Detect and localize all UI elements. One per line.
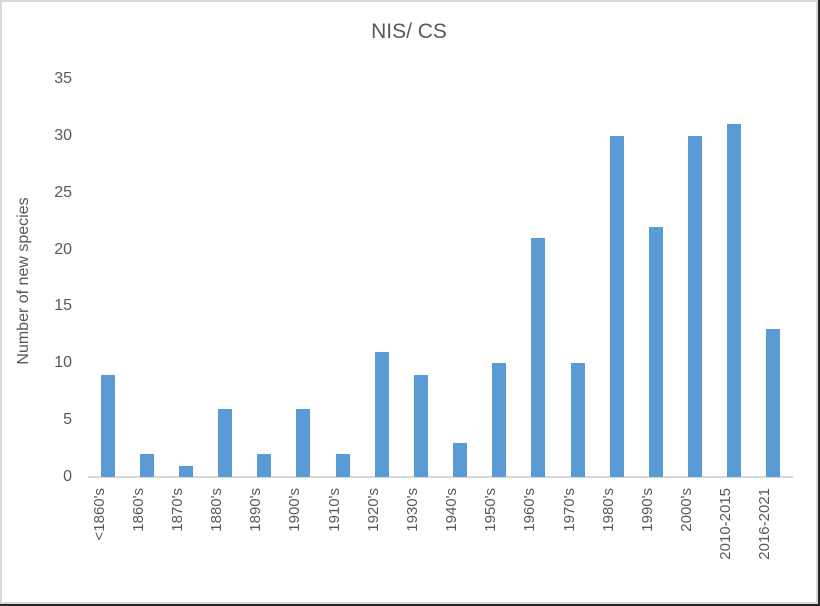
x-tick-label: 1950's [482,488,500,532]
x-tick-label: 1920's [364,488,382,532]
x-tick-label: 2000's [678,488,696,532]
bar [492,363,507,477]
y-tick-label: 5 [63,411,72,429]
y-tick-label: 35 [54,70,72,87]
y-tick-label: 25 [54,183,72,201]
bar [531,238,546,477]
bar [139,454,154,477]
x-tick-label: 1980's [599,488,617,532]
bar [727,124,742,477]
bar [218,408,233,477]
bar [178,465,193,477]
bar [648,226,663,477]
bar [335,454,350,477]
y-tick-label: 30 [54,126,72,144]
bar [413,374,428,477]
bar [453,442,468,477]
bar [570,363,585,477]
chart-title: NIS/ CS [371,20,447,43]
x-tick-label: 1880's [208,488,226,532]
x-tick-label: 1890's [247,488,265,532]
bar [296,408,311,477]
x-tick-label: 1900's [286,488,304,532]
x-tick-label: <1860's [90,488,108,541]
x-tick-label: 1870's [168,488,186,532]
x-tick-label: 1910's [325,488,343,532]
y-tick-label: 10 [54,354,72,372]
x-tick-label: 1960's [521,488,539,532]
bar [257,454,272,477]
y-tick-label: 20 [54,240,72,258]
x-tick-label: 1860's [129,488,147,532]
y-tick-label: 15 [54,297,72,315]
x-tick-label: 1970's [560,488,578,532]
bar [609,135,624,477]
bar [766,329,781,477]
x-tick-label: 2016-2021 [756,488,774,560]
bar [374,351,389,477]
x-tick-label: 1930's [403,488,421,532]
bar [100,374,115,477]
x-tick-label: 2010-2015 [717,488,735,560]
bar [688,135,703,477]
x-axis-line [88,476,793,478]
x-tick-label: 1940's [443,488,461,532]
x-tick-label: 1990's [638,488,656,532]
y-tick-label: 0 [63,468,72,485]
